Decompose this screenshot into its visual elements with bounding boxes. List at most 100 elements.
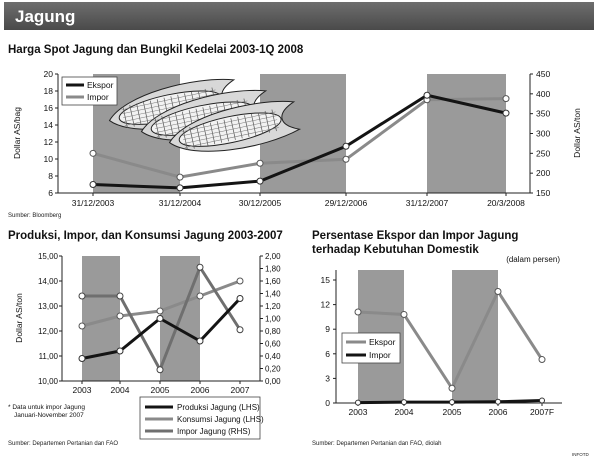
chart2-ytick-label-4: 14,00 xyxy=(38,277,59,286)
chart2-konsumsi-point-2 xyxy=(156,307,164,315)
header-title: Jagung xyxy=(15,7,76,26)
chart1-ytick-label-1: 8 xyxy=(48,171,53,181)
chart2-y2tick-label-3: 0,60 xyxy=(265,340,281,349)
chart2-y2tick-label-5: 1,00 xyxy=(265,315,281,324)
chart2-series-produksi-line xyxy=(81,297,242,360)
chart1-y2tick-label-3: 300 xyxy=(536,129,550,139)
chart1-legend-box xyxy=(61,76,118,106)
chart2-ytick-label-3: 13,00 xyxy=(38,302,59,311)
chart2-konsumsi-point-1 xyxy=(116,312,124,320)
chart3-ytick-label-5: 15 xyxy=(321,275,331,285)
chart1-ylabel: Dollar AS/bag xyxy=(12,107,22,159)
credit: INFOTD xyxy=(572,452,589,457)
chart2-y2tick-label-2: 0,40 xyxy=(265,352,281,361)
chart1-ekspor-point-0 xyxy=(89,181,97,188)
chart1-shade-band-2 xyxy=(427,74,506,193)
chart2-y2tick-label-10: 2,00 xyxy=(265,252,281,261)
chart3-impor-point-4 xyxy=(539,397,545,404)
chart1-y2tick-label-2: 250 xyxy=(536,148,550,158)
chart1-impor-point-1 xyxy=(176,173,184,181)
chart1-shade-band-0 xyxy=(93,74,180,193)
chart1-source: Sumber: Bloomberg xyxy=(8,213,62,219)
chart1-xtick-label-1: 31/12/2004 xyxy=(159,198,202,208)
chart2-produksi-point-2 xyxy=(156,315,164,322)
chart3-ekspor-point-3 xyxy=(494,287,502,295)
chart2-series-impor-line xyxy=(82,263,242,374)
chart2-ytick-label-2: 12,00 xyxy=(38,327,59,336)
chart1-y2tick-label-0: 150 xyxy=(536,188,550,198)
chart1-title: Harga Spot Jagung dan Bungkil Kedelai 20… xyxy=(8,44,304,56)
chart2-ytick-label-5: 15,00 xyxy=(38,252,59,261)
chart3-legend-impor-label: Impor xyxy=(369,350,391,360)
chart2-y2tick-label-4: 0,80 xyxy=(265,327,281,336)
chart3-ekspor-point-2 xyxy=(448,384,456,392)
chart3-ytick-label-3: 9 xyxy=(325,324,330,334)
chart2-source: Sumber: Departemen Pertanian dan FAO xyxy=(8,441,119,447)
chart2-produksi-point-1 xyxy=(116,347,124,355)
chart2-impor-point-3 xyxy=(196,263,204,271)
chart2-ytick-label-1: 11,00 xyxy=(39,352,59,361)
chart2-konsumsi-point-4 xyxy=(236,277,244,285)
chart2-legend-label-1: Konsumsi Jagung (LHS) xyxy=(177,415,264,424)
chart3-legend-ekspor-label: Ekspor xyxy=(369,337,396,347)
chart2-ylabel: Dollar AS/ton xyxy=(14,293,24,343)
corn-illustration-2 xyxy=(168,100,302,152)
chart3-series-ekspor-line xyxy=(357,288,544,392)
chart2-y2tick-label-6: 1,20 xyxy=(265,302,281,311)
chart2-note-line1: * Data untuk impor Jagung xyxy=(8,404,85,411)
chart2-konsumsi-point-0 xyxy=(78,322,86,330)
chart2-impor-point-1 xyxy=(116,292,124,300)
chart2-legend-box xyxy=(139,396,261,440)
chart2-shade-band-1 xyxy=(160,256,200,381)
chart3-xtick-label-0: 2003 xyxy=(349,407,368,417)
chart2-konsumsi-point-3 xyxy=(196,292,204,300)
chart1-series-impor-line xyxy=(92,97,507,179)
chart2-y2tick-label-9: 1,80 xyxy=(265,265,281,274)
chart2-series-konsumsi-line xyxy=(81,279,241,328)
chart1-impor-point-4 xyxy=(423,96,431,104)
chart2-ytick-label-0: 10,00 xyxy=(38,377,59,386)
corn-illustration-0 xyxy=(108,78,242,130)
chart3-xtick-label-1: 2004 xyxy=(395,407,414,417)
chart2-impor-point-2 xyxy=(156,366,164,374)
chart3-impor-point-3 xyxy=(495,398,501,405)
chart1-ekspor-point-4 xyxy=(423,91,431,99)
chart3-impor-point-0 xyxy=(355,399,361,406)
chart3-shade-band-0 xyxy=(358,270,404,403)
chart1-y2label: Dollar AS/ton xyxy=(572,108,582,158)
chart1-ekspor-point-1 xyxy=(176,184,184,192)
chart1-impor-point-0 xyxy=(89,149,97,157)
chart3-ytick-label-4: 12 xyxy=(321,300,331,310)
chart3-ekspor-point-4 xyxy=(538,356,546,364)
chart1-impor-point-3 xyxy=(342,155,350,163)
chart2-xtick-label-1: 2004 xyxy=(111,385,130,395)
chart1-ytick-label-0: 6 xyxy=(48,188,53,198)
chart2-shade-band-0 xyxy=(82,256,120,381)
chart2-produksi-point-4 xyxy=(236,295,244,302)
chart1-y2tick-label-1: 200 xyxy=(536,168,550,178)
chart1-ytick-label-7: 20 xyxy=(44,69,54,79)
chart1-y2tick-label-5: 400 xyxy=(536,89,550,99)
chart2-legend-label-0: Produksi Jagung (LHS) xyxy=(177,403,260,412)
chart3-ytick-label-0: 0 xyxy=(325,398,330,408)
chart1-xtick-label-3: 29/12/2006 xyxy=(325,198,368,208)
chart2-impor-point-4 xyxy=(236,326,244,334)
chart3-xtick-label-4: 2007F xyxy=(530,407,554,417)
chart3-ekspor-point-0 xyxy=(354,308,362,316)
chart3-title-line2: terhadap Kebutuhan Domestik xyxy=(312,244,479,256)
chart3-impor-point-1 xyxy=(401,399,407,406)
chart3-ekspor-point-1 xyxy=(400,310,408,318)
chart1-xtick-label-2: 30/12/2005 xyxy=(239,198,282,208)
chart3-xtick-label-3: 2006 xyxy=(489,407,508,417)
chart1-xtick-label-0: 31/12/2003 xyxy=(72,198,115,208)
chart1-ytick-label-3: 12 xyxy=(44,137,54,147)
chart2-produksi-point-0 xyxy=(78,355,86,362)
chart1-legend-impor-label: Impor xyxy=(87,92,109,102)
chart1-ekspor-point-2 xyxy=(256,177,264,185)
chart2-note-line2: Januari-November 2007 xyxy=(14,412,84,419)
chart2-legend-label-2: Impor Jagung (RHS) xyxy=(177,427,251,436)
chart1-xtick-label-4: 31/12/2007 xyxy=(406,198,449,208)
chart3-ytick-label-2: 6 xyxy=(325,349,330,359)
corn-illustration-1 xyxy=(140,89,274,141)
chart1-y2tick-label-4: 350 xyxy=(536,109,550,119)
